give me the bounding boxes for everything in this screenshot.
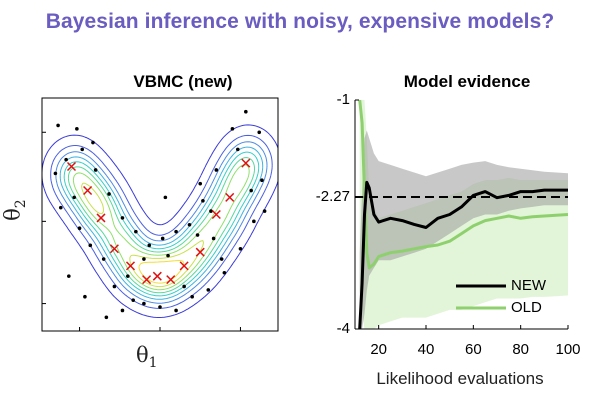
sample-point [75, 127, 79, 131]
sample-point [83, 294, 87, 299]
contour-level-6 [72, 164, 250, 291]
sample-point [142, 301, 146, 306]
center-marker [109, 244, 119, 254]
sample-point [101, 257, 106, 261]
sample-point [160, 236, 165, 241]
sample-point [174, 308, 178, 313]
center-marker [241, 158, 251, 168]
x-tick-label: 80 [512, 341, 529, 358]
left-axis-ticks [42, 131, 241, 331]
y-tick-label: -4 [336, 320, 350, 337]
sample-point [238, 246, 243, 251]
sample-point [174, 229, 178, 234]
sample-point [249, 188, 253, 193]
headline: Bayesian inference with noisy, expensive… [45, 10, 555, 33]
sample-point [80, 147, 85, 152]
center-marker [142, 275, 152, 285]
center-marker [152, 271, 162, 281]
sample-point [77, 226, 82, 231]
left-panel-title: VBMC (new) [133, 72, 233, 91]
sample-point [58, 205, 63, 210]
right-panel-title: Model evidence [403, 72, 531, 91]
sample-point [219, 257, 224, 261]
sample-point [252, 219, 256, 224]
sample-point [230, 127, 235, 131]
center-marker [179, 261, 189, 271]
sample-point [131, 298, 135, 302]
sample-point [201, 198, 205, 203]
legend-label-old: OLD [511, 299, 542, 316]
center-marker [211, 209, 221, 220]
contour-level-4 [63, 151, 260, 297]
sample-point [134, 229, 138, 234]
center-marker [166, 275, 176, 285]
contour-level-1 [50, 134, 273, 309]
sample-point [163, 195, 168, 200]
sample-point [67, 274, 71, 278]
center-marker [96, 213, 106, 223]
sample-point [126, 274, 130, 278]
sample-point [187, 222, 192, 227]
legend-label-new: NEW [511, 277, 546, 294]
sample-point [53, 171, 58, 176]
sample-point [209, 209, 213, 213]
center-marker [125, 261, 136, 271]
sample-point [222, 270, 227, 275]
x-tick-label: 20 [370, 341, 387, 358]
sample-point [120, 216, 125, 220]
sample-points [53, 109, 267, 320]
center-markers [66, 158, 251, 285]
series-line-new [358, 180, 568, 329]
sample-point [56, 123, 60, 128]
sample-point [211, 236, 216, 241]
x-tick-label: 40 [417, 341, 435, 358]
sample-point [147, 243, 152, 248]
sample-point [182, 284, 186, 289]
right-axes [354, 99, 569, 330]
x-axis-title: Likelihood evaluations [376, 369, 544, 388]
sample-point [91, 140, 95, 145]
sample-point [64, 157, 68, 162]
series-lines [358, 100, 568, 329]
sample-point [235, 147, 240, 152]
center-marker [195, 247, 205, 257]
sample-point [112, 284, 117, 289]
theta1-label: θ1 [136, 343, 158, 372]
center-marker [66, 161, 77, 172]
sample-point [142, 257, 146, 261]
y-tick-label: -1 [336, 91, 350, 108]
sample-point [206, 288, 211, 292]
sample-point [104, 315, 109, 320]
sample-point [257, 130, 262, 135]
sample-point [88, 243, 93, 248]
center-marker [225, 192, 235, 202]
sample-point [166, 253, 170, 258]
band-new [359, 130, 568, 329]
contour-level-5 [67, 157, 255, 294]
sample-point [72, 195, 76, 200]
sample-point [195, 233, 200, 237]
sample-point [198, 181, 203, 186]
sample-point [190, 294, 194, 299]
error-bands [359, 100, 568, 329]
x-tick-label: 100 [555, 341, 581, 358]
sample-point [120, 308, 125, 313]
x-tick-label: 60 [464, 341, 482, 358]
series-line-old [358, 100, 568, 270]
sample-point [260, 178, 264, 183]
legend [456, 284, 506, 310]
sample-point [107, 192, 111, 196]
sample-point [262, 209, 267, 213]
sample-point [214, 168, 219, 172]
y-tick-label: -2.27 [315, 187, 350, 205]
sample-point [93, 168, 98, 172]
center-marker [83, 185, 93, 196]
sample-point [244, 109, 248, 114]
sample-point [158, 305, 162, 309]
